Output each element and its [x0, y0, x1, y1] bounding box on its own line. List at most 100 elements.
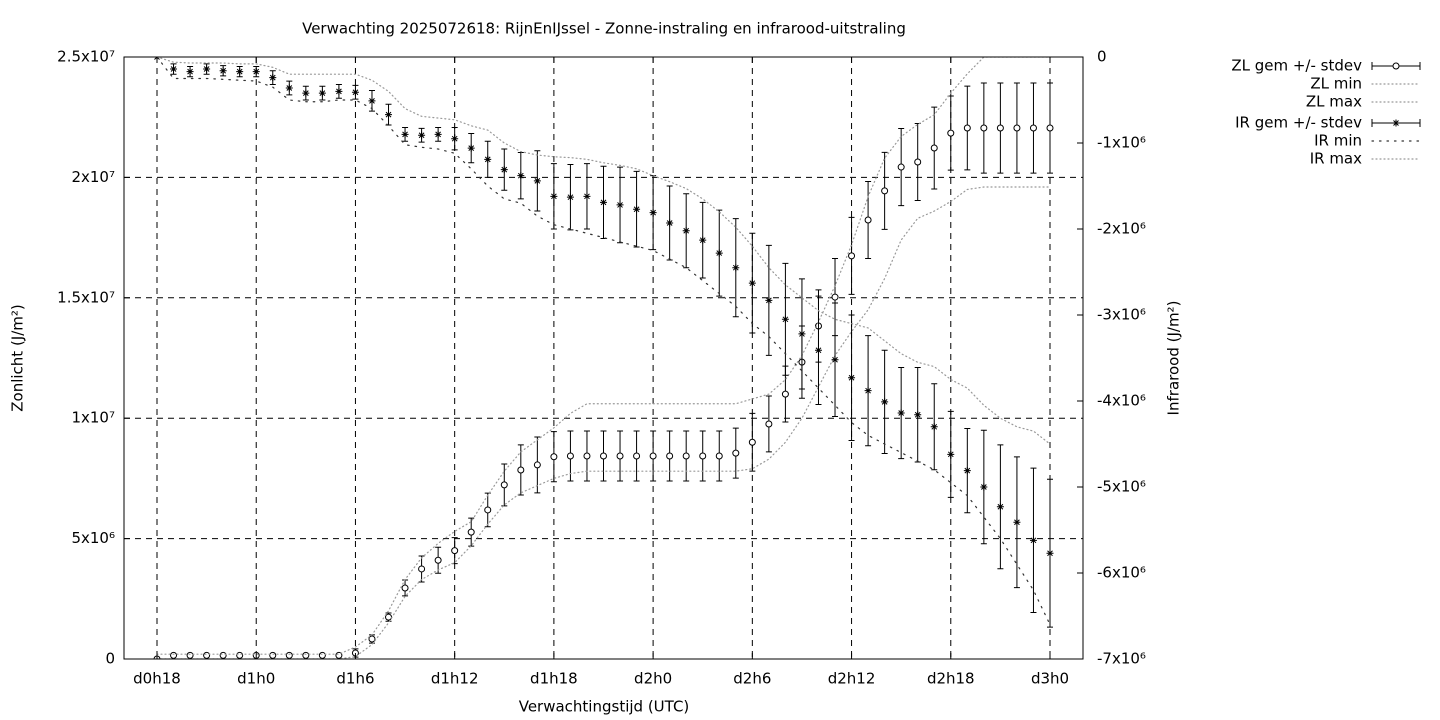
- data-point: [914, 411, 922, 419]
- legend-label: IR gem +/- stdev: [1235, 114, 1362, 132]
- legend-label: IR max: [1310, 150, 1362, 168]
- data-point: [980, 483, 988, 491]
- data-point: [732, 264, 740, 272]
- data-point: [881, 187, 889, 195]
- data-point: [1029, 536, 1037, 544]
- x-tick-label: d3h0: [1031, 670, 1069, 688]
- data-point: [649, 452, 657, 460]
- data-point: [848, 252, 856, 260]
- data-point: [583, 192, 591, 200]
- data-point: [434, 130, 442, 138]
- data-point: [318, 651, 326, 659]
- data-point: [996, 503, 1004, 511]
- y-axis-label: Zonlicht (J/m²): [9, 304, 27, 412]
- x-tick-label: d2h6: [733, 670, 771, 688]
- data-point: [318, 89, 326, 97]
- y2-tick-label: 0: [1097, 48, 1107, 66]
- data-point: [616, 201, 624, 209]
- data-point: [533, 177, 541, 185]
- x-tick-label: d1h18: [530, 670, 578, 688]
- data-point: [914, 158, 922, 166]
- data-point: [484, 155, 492, 163]
- data-point: [649, 209, 657, 217]
- data-point: [963, 124, 971, 132]
- x-axis-label: Verwachtingstijd (UTC): [519, 698, 690, 716]
- x-tick-label: d0h18: [133, 670, 181, 688]
- data-point: [418, 131, 426, 139]
- data-point: [451, 547, 459, 555]
- data-point: [947, 450, 955, 458]
- data-point: [550, 192, 558, 200]
- data-point: [302, 651, 310, 659]
- data-point: [633, 452, 641, 460]
- data-point: [351, 88, 359, 96]
- data-point: [517, 466, 525, 474]
- range-line: [156, 57, 1051, 626]
- legend-marker: [1392, 62, 1400, 70]
- data-point: [1046, 549, 1054, 557]
- y2-tick-label: -2x10⁶: [1097, 220, 1146, 238]
- data-point: [418, 565, 426, 573]
- data-point: [302, 89, 310, 97]
- y2-tick-label: -6x10⁶: [1097, 564, 1146, 582]
- data-point: [252, 68, 260, 76]
- data-point: [170, 651, 178, 659]
- data-point: [765, 420, 773, 428]
- y-tick-label: 5x10⁶: [71, 529, 115, 547]
- plot-frame: [123, 56, 1084, 660]
- data-point: [401, 130, 409, 138]
- data-point: [368, 635, 376, 643]
- data-point: [1046, 124, 1054, 132]
- x-tick-label: d1h12: [431, 670, 479, 688]
- data-point: [285, 651, 293, 659]
- data-point: [781, 315, 789, 323]
- axes: d0h18 d1h0 d1h6 d1h12 d1h18 d2h0 d2h6 d2h12 d2h1…: [57, 48, 1146, 688]
- x-tick-label: d2h0: [634, 670, 672, 688]
- data-point: [236, 651, 244, 659]
- data-point: [583, 452, 591, 460]
- data-point: [219, 67, 227, 75]
- y2-tick-label: -7x10⁶: [1097, 650, 1146, 668]
- y2-tick-label: -1x10⁶: [1097, 134, 1146, 152]
- data-point: [236, 68, 244, 76]
- y2-tick-label: -3x10⁶: [1097, 306, 1146, 324]
- x-tick-label: d1h0: [237, 670, 275, 688]
- data-point: [368, 97, 376, 105]
- y2-tick-label: -4x10⁶: [1097, 392, 1146, 410]
- data-point: [467, 144, 475, 152]
- data-point: [996, 124, 1004, 132]
- data-point: [748, 279, 756, 287]
- legend-label: IR min: [1314, 132, 1362, 150]
- data-point: [269, 74, 277, 82]
- chart-title: Verwachting 2025072618: RijnEnIJssel - Z…: [302, 20, 906, 38]
- data-point: [1013, 124, 1021, 132]
- data-point: [666, 219, 674, 227]
- data-point: [864, 387, 872, 395]
- data-point: [186, 651, 194, 659]
- data-point: [748, 438, 756, 446]
- data-point: [500, 481, 508, 489]
- plot-area: [153, 57, 1054, 659]
- data-point: [781, 390, 789, 398]
- data-point: [666, 452, 674, 460]
- y-tick-label: 2x10⁷: [71, 168, 115, 186]
- data-point: [1013, 518, 1021, 526]
- data-point: [170, 65, 178, 73]
- data-point: [186, 68, 194, 76]
- y-tick-label: 1x10⁷: [71, 409, 115, 427]
- y2-tick-label: -5x10⁶: [1097, 478, 1146, 496]
- data-point: [385, 111, 393, 119]
- data-point: [682, 227, 690, 235]
- data-point: [517, 172, 525, 180]
- data-point: [699, 452, 707, 460]
- x-tick-label: d2h12: [828, 670, 876, 688]
- data-point: [897, 163, 905, 171]
- data-point: [798, 330, 806, 338]
- data-point: [699, 236, 707, 244]
- data-point: [385, 613, 393, 621]
- data-point: [963, 467, 971, 475]
- data-point: [864, 216, 872, 224]
- range-line: [156, 57, 1051, 445]
